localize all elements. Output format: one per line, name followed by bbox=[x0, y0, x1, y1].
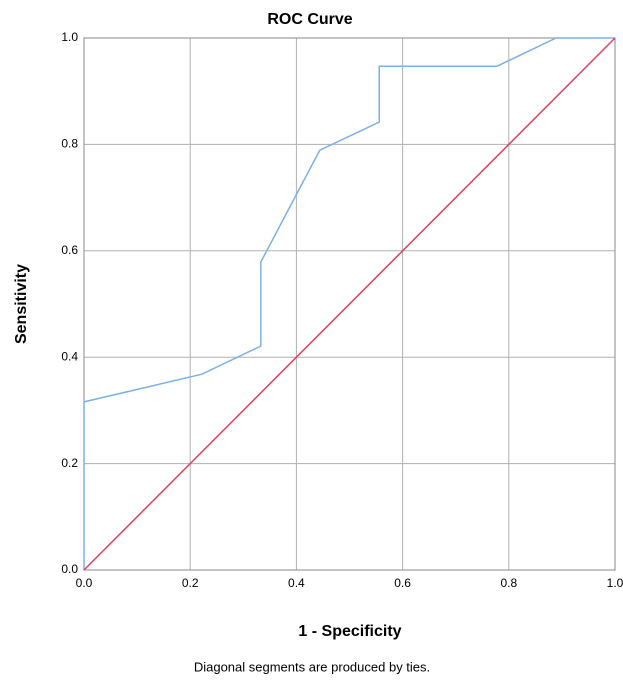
y-tick-label: 1.0 bbox=[61, 30, 78, 44]
footnote: Diagonal segments are produced by ties. bbox=[194, 659, 430, 674]
x-axis-label: 1 - Specificity bbox=[298, 623, 401, 640]
y-axis-label: Sensitivity bbox=[13, 264, 30, 344]
plot-frame bbox=[83, 37, 616, 571]
line bbox=[83, 37, 616, 571]
y-tick-label: 0.4 bbox=[61, 349, 78, 363]
x-tick-label: 0.0 bbox=[76, 576, 93, 590]
x-tick-label: 0.2 bbox=[182, 576, 199, 590]
x-tick-label: 0.4 bbox=[288, 576, 305, 590]
chart-title: ROC Curve bbox=[267, 11, 352, 28]
y-tick-label: 0.0 bbox=[61, 562, 78, 576]
x-tick-label: 0.8 bbox=[500, 576, 517, 590]
x-tick-label: 1.0 bbox=[607, 576, 623, 590]
y-tick-label: 0.8 bbox=[61, 137, 78, 151]
x-tick-label: 0.6 bbox=[394, 576, 411, 590]
line bbox=[83, 37, 615, 570]
y-tick-label: 0.6 bbox=[61, 243, 78, 257]
y-tick-label: 0.2 bbox=[61, 456, 78, 470]
